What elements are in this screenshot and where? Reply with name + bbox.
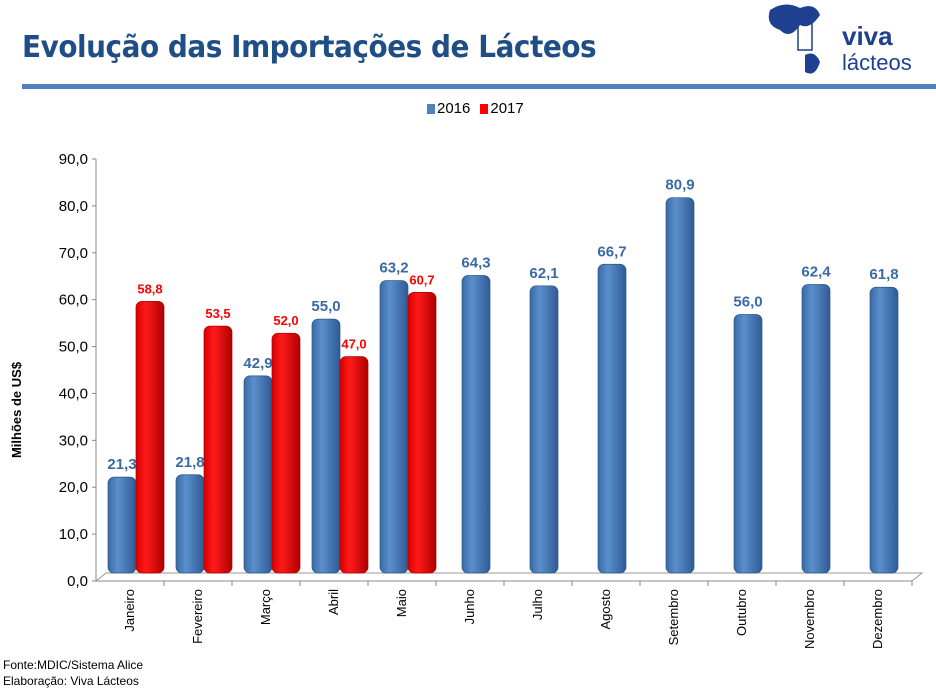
y-tick-label: 70,0 <box>59 245 88 262</box>
data-label-2016: 64,3 <box>461 255 490 272</box>
data-label-2016: 62,4 <box>801 263 831 280</box>
bar-2017 <box>271 332 301 574</box>
elaboration-text: Elaboração: Viva Lácteos <box>3 674 139 688</box>
y-tick-label: 30,0 <box>59 432 88 449</box>
data-label-2017: 47,0 <box>341 337 366 352</box>
y-tick-label: 80,0 <box>59 198 88 215</box>
data-label-2017: 53,5 <box>205 306 230 321</box>
svg-text:lácteos: lácteos <box>842 50 912 75</box>
bar-2016 <box>529 285 559 574</box>
bar-2016 <box>379 280 409 574</box>
legend-2017: 2017 <box>480 100 524 117</box>
data-label-2016: 80,9 <box>665 177 694 194</box>
source-note: Fonte:MDIC/Sistema Alice Elaboração: Viv… <box>3 657 143 689</box>
svg-text:viva: viva <box>842 21 893 51</box>
data-label-2017: 52,0 <box>273 313 298 328</box>
title-divider <box>22 84 936 89</box>
bar-2017 <box>135 300 165 574</box>
legend-label-2016: 2016 <box>437 100 471 117</box>
bar-2016 <box>107 476 137 574</box>
bar-2016 <box>311 318 341 574</box>
y-tick-label: 50,0 <box>59 339 88 356</box>
legend-2016: 2016 <box>427 100 470 117</box>
floor <box>95 572 924 582</box>
x-tick-label: Dezembro <box>870 589 885 649</box>
data-label-2016: 62,1 <box>529 265 558 282</box>
y-tick-label: 90,0 <box>59 151 88 168</box>
x-tick-label: Novembro <box>802 589 817 649</box>
x-tick-label: Setembro <box>666 589 681 645</box>
page-title: Evolução das Importações de Lácteos <box>22 30 597 65</box>
data-label-2016: 21,8 <box>175 454 204 471</box>
bar-2016 <box>665 197 695 574</box>
y-tick-label: 20,0 <box>59 479 88 496</box>
bar-2017 <box>407 292 437 574</box>
x-tick-label: Outubro <box>734 589 749 636</box>
bar-2017 <box>339 356 369 574</box>
bar-2016 <box>869 286 899 574</box>
bar-2016 <box>597 263 627 574</box>
x-tick-label: Julho <box>530 589 545 620</box>
bar-2016 <box>175 474 205 574</box>
data-label-2016: 66,7 <box>597 243 626 260</box>
bar-2016 <box>461 275 491 574</box>
y-tick-label: 40,0 <box>59 385 88 402</box>
x-tick-label: Agosto <box>598 589 613 629</box>
x-tick-label: Maio <box>394 589 409 617</box>
bar-2017 <box>203 325 233 574</box>
bar-2016 <box>733 314 763 574</box>
legend-label-2017: 2017 <box>490 100 524 117</box>
x-tick-label: Abril <box>326 589 341 615</box>
data-label-2016: 63,2 <box>379 260 408 277</box>
data-label-2016: 55,0 <box>311 298 340 315</box>
x-tick-label: Janeiro <box>122 589 137 632</box>
legend-swatch-2016 <box>427 103 435 114</box>
y-axis-label: Milhões de US$ <box>9 361 24 458</box>
data-label-2017: 60,7 <box>409 272 434 287</box>
viva-lacteos-logo: viva lácteos <box>768 4 912 75</box>
y-tick-label: 0,0 <box>67 573 88 590</box>
x-tick-label: Março <box>258 589 273 625</box>
bar-2016 <box>801 284 831 574</box>
legend: 2016 2017 <box>427 100 524 117</box>
data-label-2016: 21,3 <box>107 456 136 473</box>
x-tick-label: Junho <box>462 589 477 624</box>
data-label-2016: 56,0 <box>733 293 762 310</box>
data-label-2016: 42,9 <box>243 355 272 372</box>
data-label-2017: 58,8 <box>137 281 162 296</box>
y-tick-label: 10,0 <box>59 526 88 543</box>
legend-swatch-2017 <box>480 103 489 114</box>
y-tick-label: 60,0 <box>59 292 88 309</box>
data-label-2016: 61,8 <box>869 266 898 283</box>
bar-2016 <box>243 375 273 574</box>
x-tick-label: Fevereiro <box>190 589 205 644</box>
source-text: Fonte:MDIC/Sistema Alice <box>3 658 144 672</box>
